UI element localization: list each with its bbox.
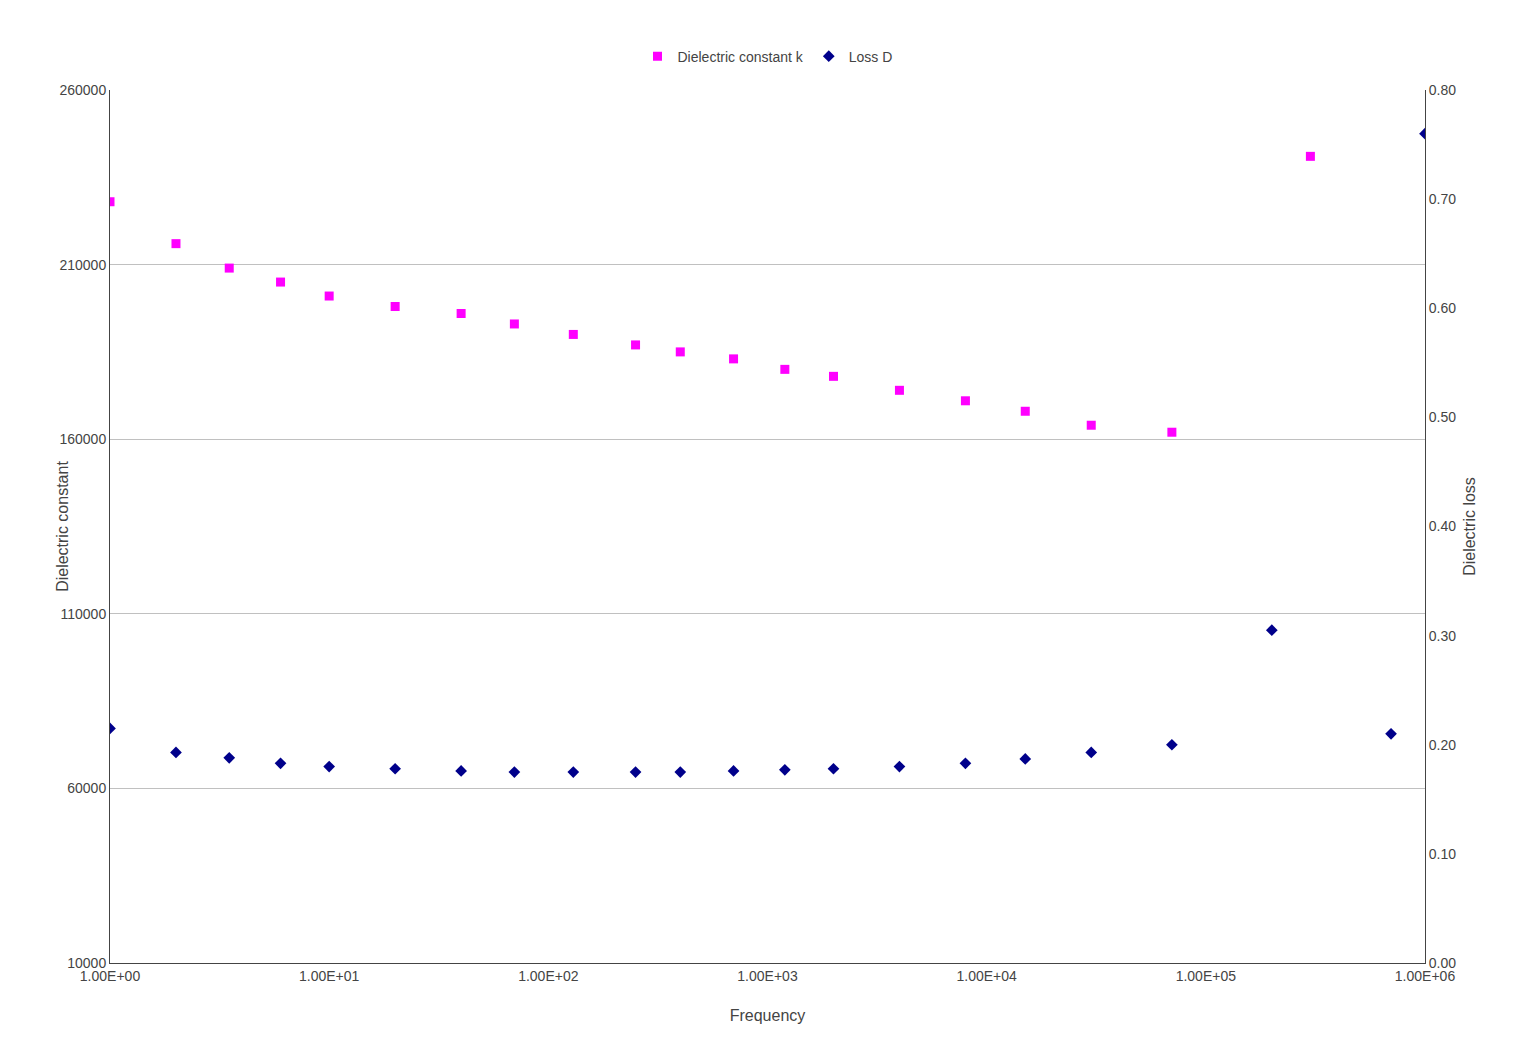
svg-text:0.80: 0.80 bbox=[1429, 82, 1456, 98]
svg-text:0.70: 0.70 bbox=[1429, 191, 1456, 207]
svg-text:Frequency: Frequency bbox=[730, 1007, 806, 1024]
svg-text:0.20: 0.20 bbox=[1429, 737, 1456, 753]
svg-text:10000: 10000 bbox=[67, 955, 106, 971]
svg-text:0.00: 0.00 bbox=[1429, 955, 1456, 971]
svg-text:0.30: 0.30 bbox=[1429, 628, 1456, 644]
svg-text:1.00E+03: 1.00E+03 bbox=[737, 968, 798, 984]
svg-text:60000: 60000 bbox=[67, 780, 106, 796]
svg-text:Dielectric constant: Dielectric constant bbox=[54, 461, 71, 592]
svg-text:160000: 160000 bbox=[59, 431, 106, 447]
svg-text:Loss D: Loss D bbox=[849, 49, 893, 65]
svg-text:260000: 260000 bbox=[59, 82, 106, 98]
svg-text:0.50: 0.50 bbox=[1429, 409, 1456, 425]
svg-text:1.00E+01: 1.00E+01 bbox=[299, 968, 360, 984]
svg-text:0.60: 0.60 bbox=[1429, 300, 1456, 316]
svg-text:0.10: 0.10 bbox=[1429, 846, 1456, 862]
svg-text:Dielectric constant k: Dielectric constant k bbox=[678, 49, 804, 65]
svg-text:110000: 110000 bbox=[61, 606, 107, 622]
svg-text:0.40: 0.40 bbox=[1429, 518, 1456, 534]
svg-text:1.00E+02: 1.00E+02 bbox=[518, 968, 579, 984]
svg-text:1.00E+00: 1.00E+00 bbox=[80, 968, 141, 984]
svg-text:Dielectric loss: Dielectric loss bbox=[1461, 477, 1478, 576]
svg-text:1.00E+05: 1.00E+05 bbox=[1176, 968, 1237, 984]
svg-text:210000: 210000 bbox=[59, 257, 106, 273]
svg-text:1.00E+06: 1.00E+06 bbox=[1395, 968, 1456, 984]
svg-text:1.00E+04: 1.00E+04 bbox=[956, 968, 1017, 984]
